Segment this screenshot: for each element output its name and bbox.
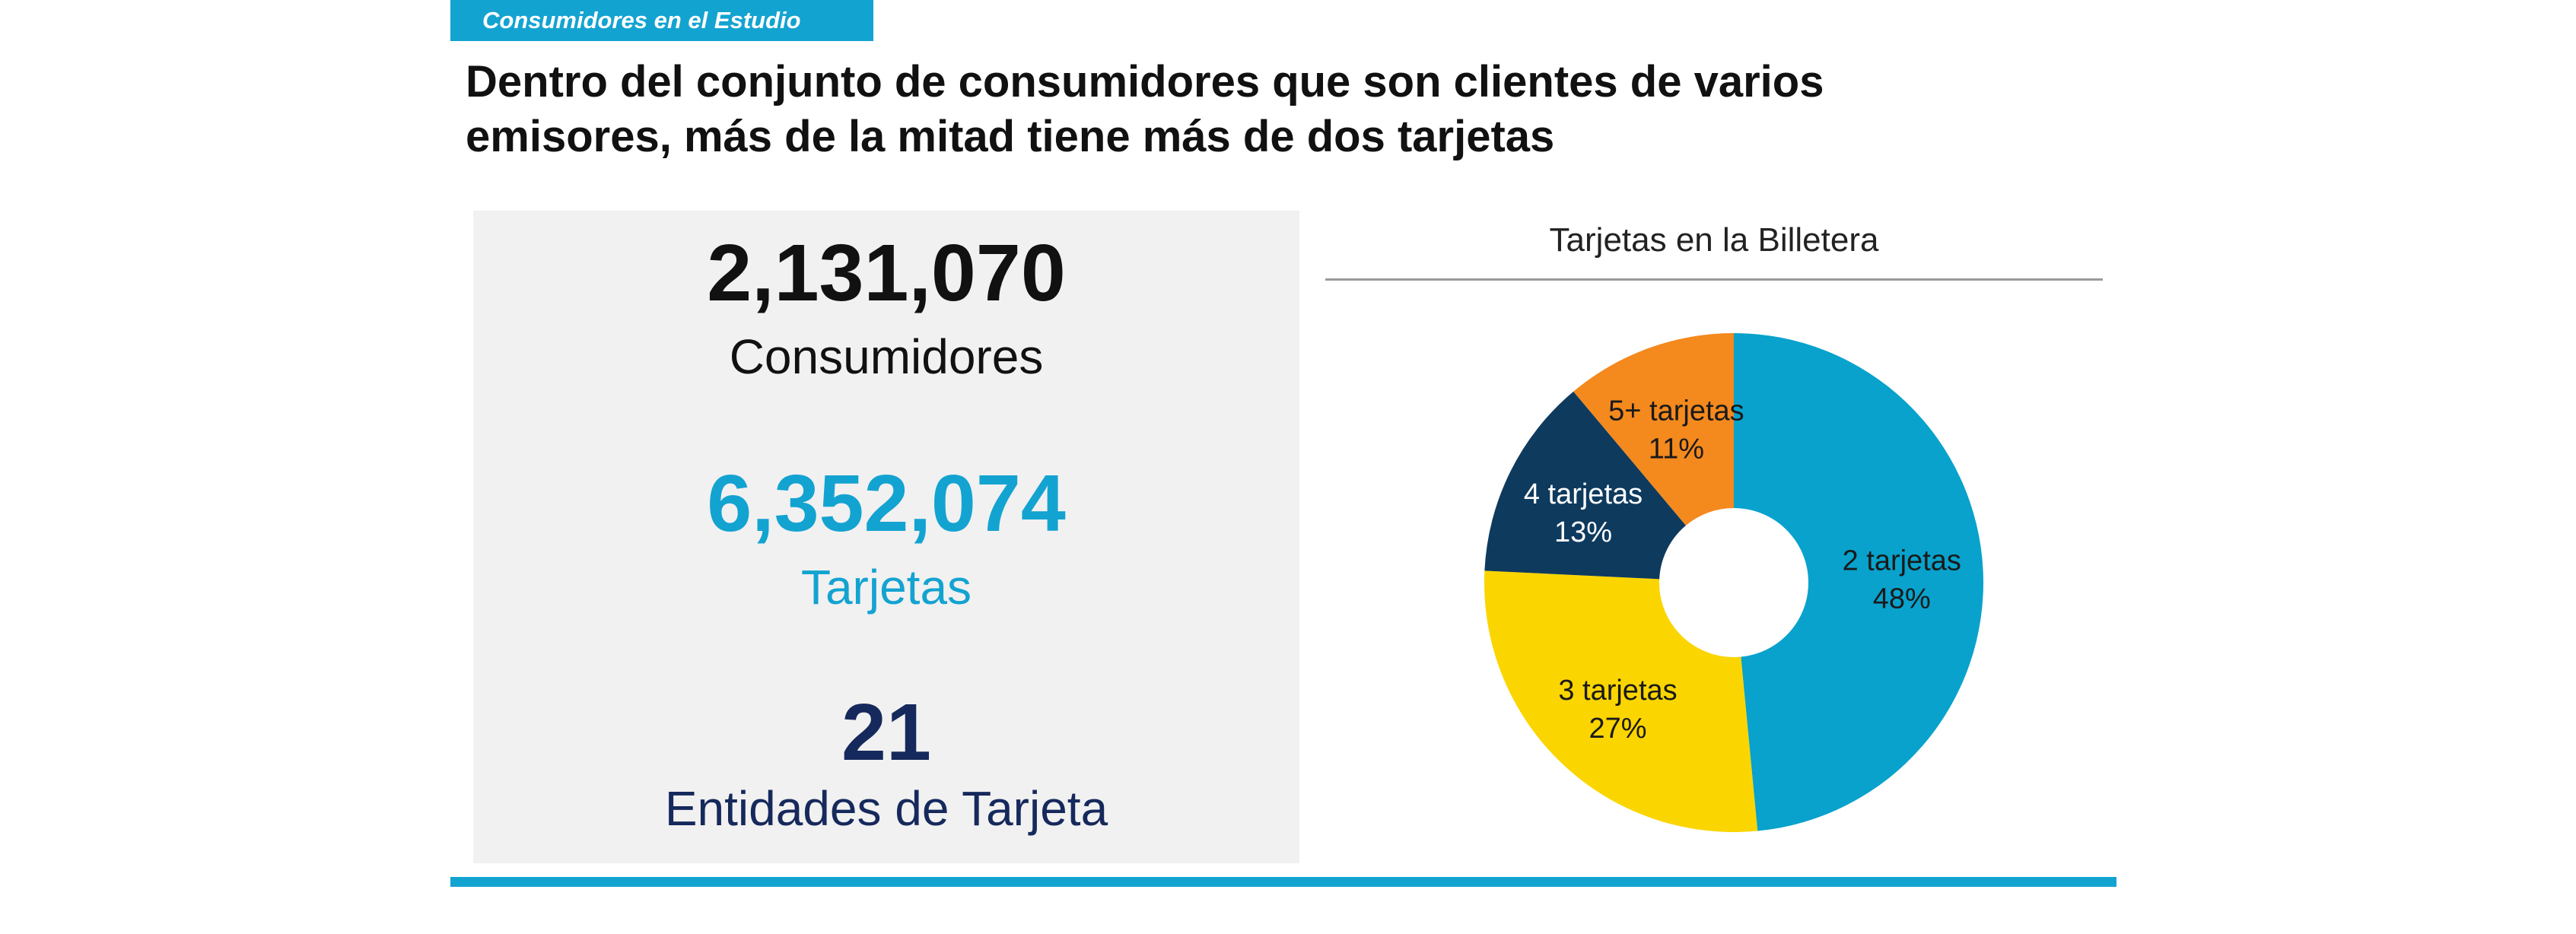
headline: Dentro del conjunto de consumidores que … [466,55,2101,164]
entities-label: Entidades de Tarjeta [664,781,1108,836]
section-tag: Consumidores en el Estudio [450,0,873,41]
slice-4-percent: 11% [1649,433,1704,465]
slice-2 [1484,570,1758,832]
slice-1-label: 2 tarjetas [1843,545,1961,577]
stats-panel: 2,131,070 Consumidores 6,352,074 Tarjeta… [473,211,1299,863]
cards-label: Tarjetas [800,560,972,615]
cards-value: 6,352,074 [707,459,1066,548]
slice-4-label: 5+ tarjetas [1608,395,1744,427]
entities-value: 21 [841,688,931,777]
slice-4 [1573,333,1734,526]
chart-title-rule [1325,278,2103,281]
slice-3-label: 4 tarjetas [1524,478,1643,510]
consumers-label: Consumidores [729,329,1044,384]
headline-line-1: Dentro del conjunto de consumidores que … [466,57,1824,106]
slice-1 [1734,333,1983,831]
headline-line-2: emisores, más de la mitad tiene más de d… [466,112,1555,161]
consumers-value: 2,131,070 [707,228,1066,318]
slice-2-percent: 27% [1589,713,1646,745]
bottom-rule [450,877,2116,887]
slice-1-percent: 48% [1873,583,1931,615]
slice-3-percent: 13% [1554,516,1612,548]
slice-2-label: 3 tarjetas [1558,675,1677,707]
chart-title: Tarjetas en la Billetera [1549,221,1879,259]
slice-3 [1484,391,1687,580]
